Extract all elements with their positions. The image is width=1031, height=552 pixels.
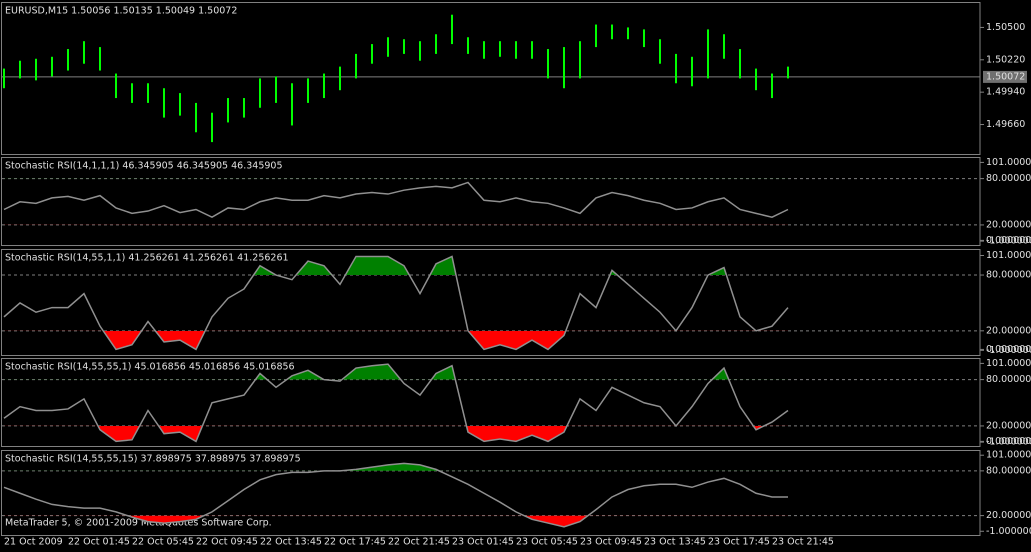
last-price-box	[983, 70, 1027, 83]
y-tick-label: -1.000000	[986, 526, 1031, 537]
y-tick-label: 1.50500	[986, 22, 1025, 33]
x-tick-label: 22 Oct 17:45	[324, 537, 386, 548]
indicator-line	[3, 255, 789, 351]
x-tick-label: 23 Oct 05:45	[516, 537, 578, 548]
last-price-label: 1.50072	[986, 71, 1025, 82]
y-tick-label: 20.000000	[986, 420, 1031, 431]
y-tick-label: 80.000000	[986, 374, 1031, 385]
indicator-line	[3, 363, 789, 443]
x-tick-label: 22 Oct 21:45	[388, 537, 450, 548]
indicator-line	[3, 462, 788, 528]
pane-title: Stochastic RSI(14,55,55,15) 37.898975 37…	[5, 454, 301, 465]
x-tick-label: 21 Oct 2009	[4, 537, 63, 548]
y-tick-label: 20.000000	[986, 325, 1031, 336]
x-tick-label: 23 Oct 13:45	[644, 537, 706, 548]
y-tick-label: 20.000000	[986, 510, 1031, 521]
y-tick-label: 101.000000	[986, 450, 1031, 461]
y-tick-label: 1.49660	[986, 119, 1025, 130]
indicator-line	[3, 181, 789, 219]
y-tick-label: 20.000000	[986, 219, 1031, 230]
y-tick-label: 0.000000	[986, 436, 1031, 447]
y-tick-label: -1.000000	[986, 345, 1031, 356]
y-tick-label: 101.000000	[986, 250, 1031, 261]
pane-title: Stochastic RSI(14,1,1,1) 46.345905 46.34…	[5, 161, 283, 172]
x-tick-label: 23 Oct 01:45	[452, 537, 514, 548]
x-tick-label: 22 Oct 01:45	[68, 537, 130, 548]
x-tick-label: 23 Oct 21:45	[772, 537, 834, 548]
pane-title: Stochastic RSI(14,55,1,1) 41.256261 41.2…	[5, 253, 289, 264]
y-tick-label: 1.49940	[986, 87, 1025, 98]
pane-title: Stochastic RSI(14,55,55,1) 45.016856 45.…	[5, 362, 295, 373]
y-tick-label: 101.000000	[986, 358, 1031, 369]
y-tick-label: -1.000000	[986, 236, 1031, 247]
x-tick-label: 23 Oct 17:45	[708, 537, 770, 548]
oversold-fill	[4, 515, 788, 527]
overbought-fill	[4, 178, 788, 179]
x-tick-label: 22 Oct 05:45	[132, 537, 194, 548]
y-tick-label: 0.000000	[986, 235, 1031, 246]
y-tick-label: 80.000000	[986, 270, 1031, 281]
oversold-fill	[4, 330, 788, 350]
copyright: MetaTrader 5, © 2001-2009 MetaQuotes Sof…	[5, 518, 272, 529]
y-tick-label: 80.000000	[986, 173, 1031, 184]
x-tick-label: 22 Oct 09:45	[196, 537, 258, 548]
x-tick-label: 23 Oct 09:45	[580, 537, 642, 548]
pane-title: EURUSD,M15 1.50056 1.50135 1.50049 1.500…	[5, 6, 237, 17]
y-tick-label: 101.000000	[986, 157, 1031, 168]
y-tick-label: 1.50220	[986, 54, 1025, 65]
y-tick-label: -1.000000	[986, 437, 1031, 448]
y-tick-label: 80.000000	[986, 465, 1031, 476]
overbought-fill	[340, 463, 440, 471]
overbought-fill	[253, 256, 727, 276]
x-tick-label: 22 Oct 13:45	[260, 537, 322, 548]
overbought-fill	[255, 364, 729, 380]
y-tick-label: 0.000000	[986, 344, 1031, 355]
